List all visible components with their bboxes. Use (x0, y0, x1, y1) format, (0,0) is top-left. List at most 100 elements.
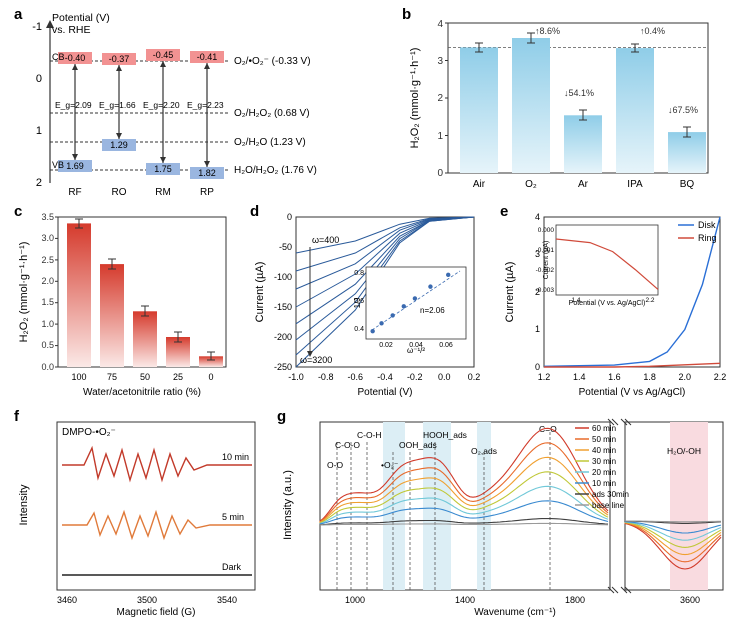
panel-c-label: c (14, 203, 22, 220)
svg-text:O₂,ads: O₂,ads (471, 446, 497, 456)
svg-text:-50: -50 (279, 242, 292, 252)
svg-text:1400: 1400 (455, 595, 475, 605)
panel-a-svg: -1 0 1 2 Potential (V) vs. RHE O₂/•O₂⁻ (… (12, 8, 320, 198)
svg-text:0.8: 0.8 (354, 270, 364, 277)
svg-text:0: 0 (208, 372, 213, 382)
svg-text:0.04: 0.04 (409, 342, 423, 349)
svg-text:H₂O/-OH: H₂O/-OH (667, 446, 701, 456)
svg-text:0: 0 (287, 212, 292, 222)
svg-text:-250: -250 (274, 362, 292, 372)
svg-text:-0.001: -0.001 (536, 247, 555, 254)
e-ylabel: Current (µA) (504, 262, 516, 323)
svg-text:3500: 3500 (137, 595, 157, 605)
svg-text:1.5: 1.5 (41, 297, 54, 307)
svg-text:-0.4: -0.4 (377, 372, 393, 382)
svg-text:↑0.4%: ↑0.4% (640, 26, 665, 36)
svg-text:E_g=1.66: E_g=1.66 (99, 100, 136, 110)
svg-text:100: 100 (71, 372, 86, 382)
panel-g: g Intensity (a.u.) Wavenume (cm⁻¹) 10001… (275, 410, 730, 620)
e-xlabel: Potential (V vs Ag/AgCl) (579, 387, 686, 398)
panel-g-label: g (277, 408, 286, 425)
svg-text:RP: RP (200, 187, 214, 198)
svg-text:2.0: 2.0 (41, 276, 54, 286)
panel-b-label: b (402, 6, 411, 23)
svg-text:-0.003: -0.003 (536, 287, 555, 294)
svg-text:3460: 3460 (57, 595, 77, 605)
svg-text:3: 3 (437, 56, 443, 67)
g-ylabel: Intensity (a.u.) (282, 470, 294, 540)
svg-text:C-O-O: C-O-O (335, 440, 360, 450)
svg-text:OOH_ads: OOH_ads (399, 440, 437, 450)
panel-e: e Current (µA) Potential (V vs Ag/AgCl) … (498, 205, 728, 400)
svg-text:0.000: 0.000 (538, 227, 555, 234)
svg-text:E_g=2.09: E_g=2.09 (55, 100, 92, 110)
svg-text:10 min: 10 min (592, 479, 616, 488)
a-sample-rf: -0.40 1.69 E_g=2.09 RF (55, 52, 92, 198)
c-ylabel: H₂O₂ (mmol·g⁻¹·h⁻¹) (18, 242, 30, 343)
panel-d-svg: Current (µA) Potential (V) -250-200-150 … (248, 205, 483, 400)
panel-d: d Current (µA) Potential (V) -250-200-15… (248, 205, 483, 400)
svg-text:50 min: 50 min (592, 435, 616, 444)
svg-text:-100: -100 (274, 272, 292, 282)
svg-text:ω=3200: ω=3200 (300, 355, 332, 365)
svg-text:-1.0: -1.0 (288, 372, 304, 382)
svg-text:base line: base line (592, 501, 625, 510)
svg-text:-200: -200 (274, 332, 292, 342)
svg-text:2.2: 2.2 (714, 372, 727, 382)
svg-text:n=2.06: n=2.06 (420, 306, 445, 315)
svg-text:↓67.5%: ↓67.5% (668, 105, 698, 115)
panel-c-svg: H₂O₂ (mmol·g⁻¹·h⁻¹) 0.00.51.0 1.52.02.5 … (12, 205, 232, 400)
svg-text:10 min: 10 min (222, 452, 249, 462)
svg-text:ads 30min: ads 30min (592, 490, 629, 499)
svg-text:HOOH_ads: HOOH_ads (423, 430, 467, 440)
svg-text:20 min: 20 min (592, 468, 616, 477)
svg-text:IPA: IPA (627, 179, 643, 190)
svg-text:0: 0 (437, 168, 443, 179)
svg-text:1.2: 1.2 (538, 372, 551, 382)
a-ref-2: O₂/H₂O (1.23 V) (234, 137, 306, 148)
svg-text:1: 1 (535, 324, 540, 334)
b-ylabel: H₂O₂ (mmol·g⁻¹·h⁻¹) (409, 48, 421, 149)
svg-text:-0.002: -0.002 (536, 267, 555, 274)
svg-text:C=O: C=O (539, 424, 557, 434)
panel-e-label: e (500, 203, 508, 220)
a-ref-0: O₂/•O₂⁻ (-0.33 V) (234, 56, 311, 67)
panel-b-svg: 0 1 2 3 4 H₂O₂ (mmol·g⁻¹·h⁻¹) ↑8.6% (400, 8, 720, 198)
svg-text:-0.6: -0.6 (348, 372, 364, 382)
svg-text:0: 0 (535, 362, 540, 372)
svg-text:1.4: 1.4 (571, 297, 580, 304)
svg-text:-0.37: -0.37 (109, 54, 130, 64)
svg-text:O₂: O₂ (525, 179, 537, 190)
f-ylabel: Intensity (18, 484, 30, 525)
panel-f: f Intensity Magnetic field (G) 346035003… (12, 410, 262, 620)
svg-text:2.5: 2.5 (41, 255, 54, 265)
svg-text:Disk: Disk (698, 220, 716, 230)
svg-text:C-O-H: C-O-H (357, 430, 382, 440)
svg-text:Ring: Ring (698, 233, 717, 243)
svg-text:25: 25 (173, 372, 183, 382)
a-ylabel-1: Potential (V) (52, 12, 110, 24)
a-vb-label: VB (52, 160, 64, 170)
svg-text:E_g=2.20: E_g=2.20 (143, 100, 180, 110)
svg-text:-150: -150 (274, 302, 292, 312)
svg-text:1800: 1800 (565, 595, 585, 605)
svg-text:Dark: Dark (222, 562, 242, 572)
svg-text:↑8.6%: ↑8.6% (535, 26, 560, 36)
svg-text:BQ: BQ (680, 179, 695, 190)
svg-text:1.8: 1.8 (643, 372, 656, 382)
svg-text:3.5: 3.5 (41, 212, 54, 222)
a-ref-3: H₂O/H₂O₂ (1.76 V) (234, 165, 317, 176)
panel-f-label: f (14, 408, 19, 425)
a-ref-1: O₂/H₂O₂ (0.68 V) (234, 108, 310, 119)
svg-text:-0.45: -0.45 (153, 50, 174, 60)
svg-text:5 min: 5 min (222, 512, 244, 522)
svg-text:Ar: Ar (578, 179, 589, 190)
svg-text:RO: RO (112, 187, 127, 198)
svg-text:0.0: 0.0 (41, 362, 54, 372)
panel-c: c H₂O₂ (mmol·g⁻¹·h⁻¹) 0.00.51.0 1.52.02.… (12, 205, 232, 400)
a-sample-rp: -0.41 1.82 E_g=2.23 RP (187, 51, 224, 198)
svg-text:4: 4 (535, 212, 540, 222)
svg-text:3.0: 3.0 (41, 233, 54, 243)
svg-text:O-O: O-O (327, 460, 343, 470)
svg-text:0.0: 0.0 (438, 372, 451, 382)
